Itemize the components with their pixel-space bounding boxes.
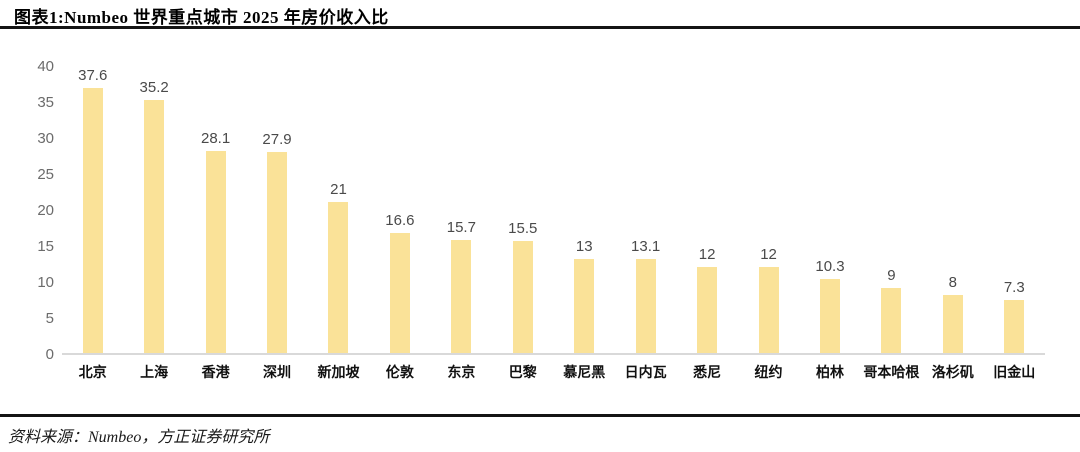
bar-column: 7.3 [984,67,1045,353]
y-axis-tick-label: 25 [37,166,54,183]
y-axis-tick-label: 20 [37,202,54,219]
bar-column: 9 [861,67,922,353]
bar [267,152,288,353]
bar [144,99,165,353]
plot-area: 37.6 35.2 28.1 27.9 21 16.6 15.7 15.5 13 13.1 12 12… [62,67,1045,355]
bar-column: 8 [922,67,983,353]
chart-title: 图表1:Numbeo 世界重点城市 2025 年房价收入比 [14,8,389,27]
bar-column: 21 [308,67,369,353]
bar-column: 16.6 [369,67,430,353]
x-axis-label: 洛杉矶 [931,366,974,381]
x-axis-label: 新加坡 [317,366,360,381]
bar-value-label: 28.1 [200,129,231,147]
bar [451,239,472,353]
bar-column: 10.3 [799,67,860,353]
bar-value-label: 12 [698,245,716,263]
bar-column: 28.1 [185,67,246,353]
bar [389,233,410,353]
bar [635,258,656,353]
y-axis-tick-label: 10 [37,274,54,291]
bar-column: 15.7 [431,67,492,353]
x-axis-label: 悉尼 [693,366,722,381]
bar-column: 13.1 [615,67,676,353]
y-axis-tick-label: 0 [45,346,54,363]
bar-value-label: 37.6 [78,67,108,84]
bar [697,266,718,353]
x-axis-label: 伦敦 [385,366,414,381]
x-axis-label: 慕尼黑 [563,366,606,381]
bar-value-label: 13.1 [631,237,661,255]
y-axis-tick-label: 30 [37,130,54,147]
x-axis-label: 上海 [140,366,169,381]
bar-value-label: 15.7 [446,218,476,236]
bar-column: 12 [676,67,737,353]
bar-value-label: 21 [330,180,347,198]
bar-column: 13 [554,67,615,353]
bar [1004,300,1025,353]
x-axis-label: 深圳 [263,366,292,381]
y-axis: 0 5 10 15 20 25 30 35 40 [0,58,54,363]
bar-value-label: 15.5 [508,220,538,238]
bar-value-label: 35.2 [139,78,169,96]
bar-column: 12 [738,67,799,353]
x-axis-label: 北京 [78,366,107,381]
bar-value-label: 13 [575,238,593,256]
bar-value-label: 8 [948,274,958,292]
x-axis-label: 香港 [201,366,230,381]
bar [328,201,349,353]
bar [574,259,595,353]
bar [205,150,226,353]
bar [512,241,533,353]
footer-rule [0,414,1080,417]
bar-value-label: 9 [887,267,896,285]
bar-column: 15.5 [492,67,553,353]
x-axis-label: 旧金山 [993,366,1036,381]
x-axis-label: 柏林 [815,366,844,381]
bar [758,266,779,353]
x-axis-label: 日内瓦 [624,366,667,381]
x-axis-label: 东京 [447,366,476,381]
x-axis-label: 纽约 [754,366,783,381]
bar-value-label: 10.3 [815,257,845,275]
bar-value-label: 7.3 [1003,279,1025,297]
source-note: 资料来源：Numbeo，方正证券研究所 [8,429,270,446]
bar-value-label: 16.6 [385,212,415,230]
x-axis-label: 巴黎 [508,366,537,381]
bar-column: 27.9 [246,67,307,353]
bar-value-label: 27.9 [262,131,292,149]
x-axis-label: 哥本哈根 [863,366,920,381]
title-underline-rule [0,26,1080,29]
bar-column: 37.6 [62,67,123,353]
bar [881,288,902,353]
y-axis-tick-label: 35 [37,94,54,111]
bar-value-label: 12 [760,245,777,263]
bar-column: 35.2 [123,67,184,353]
y-axis-tick-label: 40 [37,58,54,75]
y-axis-tick-label: 15 [37,238,54,255]
bar [819,278,840,353]
bar [942,295,963,353]
bar [82,88,103,353]
y-axis-tick-label: 5 [45,310,54,327]
x-axis-labels: 北京 上海 香港 深圳 新加坡 伦敦 东京 巴黎 慕尼黑 日内瓦 悉尼 纽约 柏林 哥本哈根 洛杉矶 旧金山 [62,362,1045,382]
